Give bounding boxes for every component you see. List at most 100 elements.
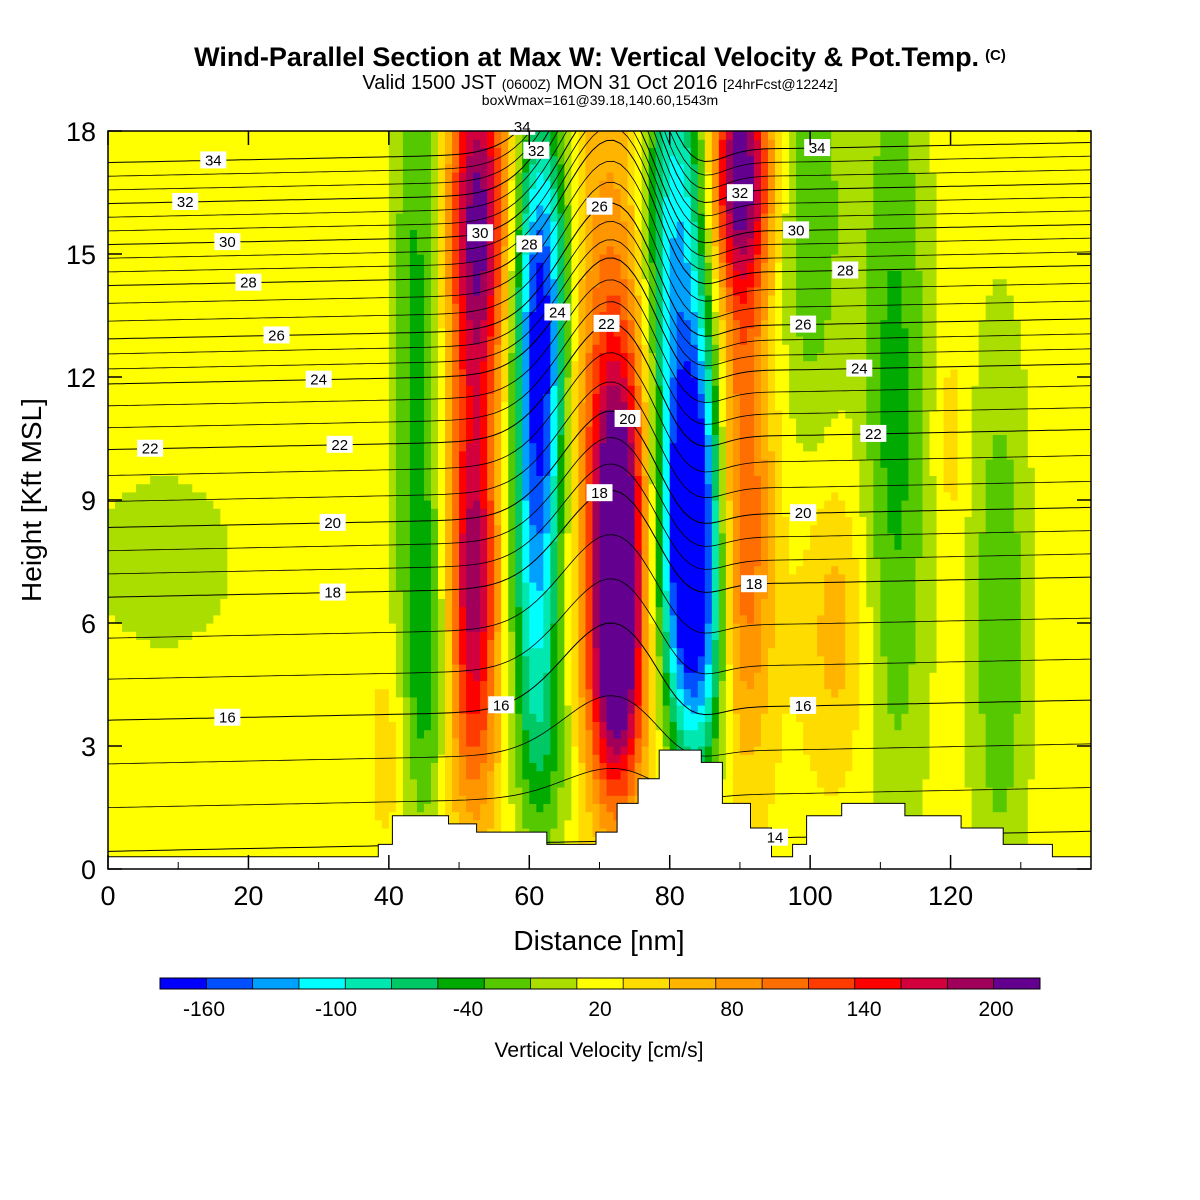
field-cell: [746, 762, 755, 772]
field-cell: [690, 573, 699, 583]
field-cell: [108, 631, 116, 640]
field-cell: [732, 672, 741, 681]
field-cell: [620, 721, 629, 731]
field-cell: [866, 631, 874, 640]
field-cell: [1076, 770, 1085, 780]
field-cell: [915, 762, 924, 772]
field-cell: [136, 795, 144, 804]
field-cell: [824, 770, 832, 780]
field-cell: [248, 573, 257, 583]
field-cell: [409, 778, 418, 788]
field-cell: [122, 696, 130, 706]
field-cell: [613, 623, 622, 632]
field-cell: [318, 680, 327, 690]
field-cell: [248, 664, 257, 673]
field-cell: [150, 680, 158, 690]
field-cell: [262, 787, 271, 796]
field-cell: [578, 705, 587, 714]
field-cell: [901, 754, 910, 763]
field-cell: [676, 639, 685, 649]
field-cell: [466, 614, 474, 624]
field-cell: [129, 664, 137, 673]
field-cell: [957, 664, 966, 673]
field-cell: [578, 754, 587, 763]
field-cell: [473, 672, 481, 681]
field-cell: [753, 598, 762, 608]
field-cell: [297, 631, 306, 640]
field-cell: [782, 803, 790, 813]
field-cell: [768, 614, 776, 624]
field-cell: [346, 811, 355, 821]
field-cell: [732, 770, 741, 780]
field-cell: [585, 778, 594, 788]
field-cell: [543, 721, 551, 731]
field-cell: [150, 688, 158, 698]
field-cell: [164, 737, 172, 747]
field-cell: [122, 746, 130, 755]
field-cell: [395, 696, 404, 706]
field-cell: [929, 795, 938, 804]
field-cell: [725, 631, 734, 640]
field-cell: [480, 590, 488, 599]
field-cell: [613, 598, 622, 608]
field-cell: [592, 811, 601, 821]
field-cell: [718, 614, 727, 624]
field-cell: [178, 844, 186, 854]
field-cell: [445, 795, 453, 804]
field-cell: [550, 598, 558, 608]
field-cell: [164, 623, 172, 632]
field-cell: [262, 655, 271, 665]
field-cell: [803, 688, 811, 698]
field-cell: [199, 573, 207, 583]
field-cell: [423, 778, 432, 788]
field-cell: [318, 746, 327, 755]
field-cell: [1069, 795, 1078, 804]
field-cell: [234, 623, 243, 632]
field-cell: [768, 795, 776, 804]
field-cell: [501, 737, 509, 747]
field-cell: [585, 639, 594, 649]
field-cell: [606, 672, 615, 681]
field-cell: [1013, 705, 1022, 714]
field-cell: [838, 778, 846, 788]
field-cell: [234, 778, 243, 788]
field-cell: [557, 639, 565, 649]
field-cell: [445, 696, 453, 706]
field-cell: [782, 705, 790, 714]
field-cell: [557, 573, 565, 583]
field-cell: [578, 623, 587, 632]
field-cell: [360, 631, 369, 640]
field-cell: [943, 680, 952, 690]
field-cell: [599, 787, 608, 796]
field-cell: [129, 672, 137, 681]
field-cell: [985, 688, 994, 698]
field-cell: [550, 770, 558, 780]
field-cell: [915, 623, 924, 632]
field-cell: [423, 598, 432, 608]
field-cell: [950, 696, 959, 706]
field-cell: [311, 836, 320, 845]
field-cell: [269, 819, 278, 829]
field-cell: [887, 598, 895, 608]
field-cell: [248, 655, 257, 665]
field-cell: [992, 811, 1001, 821]
field-cell: [1013, 770, 1022, 780]
field-cell: [929, 737, 938, 747]
field-cell: [248, 696, 257, 706]
field-cell: [859, 606, 867, 616]
field-cell: [374, 795, 383, 804]
field-cell: [255, 836, 264, 845]
field-cell: [803, 721, 811, 731]
field-cell: [381, 639, 390, 649]
field-cell: [276, 680, 285, 690]
field-cell: [339, 811, 348, 821]
field-cell: [185, 737, 193, 747]
field-cell: [697, 590, 706, 599]
field-cell: [178, 631, 186, 640]
field-cell: [683, 623, 692, 632]
field-cell: [1034, 803, 1043, 813]
field-cell: [325, 688, 334, 698]
field-cell: [592, 803, 601, 813]
field-cell: [852, 746, 860, 755]
field-cell: [557, 664, 565, 673]
